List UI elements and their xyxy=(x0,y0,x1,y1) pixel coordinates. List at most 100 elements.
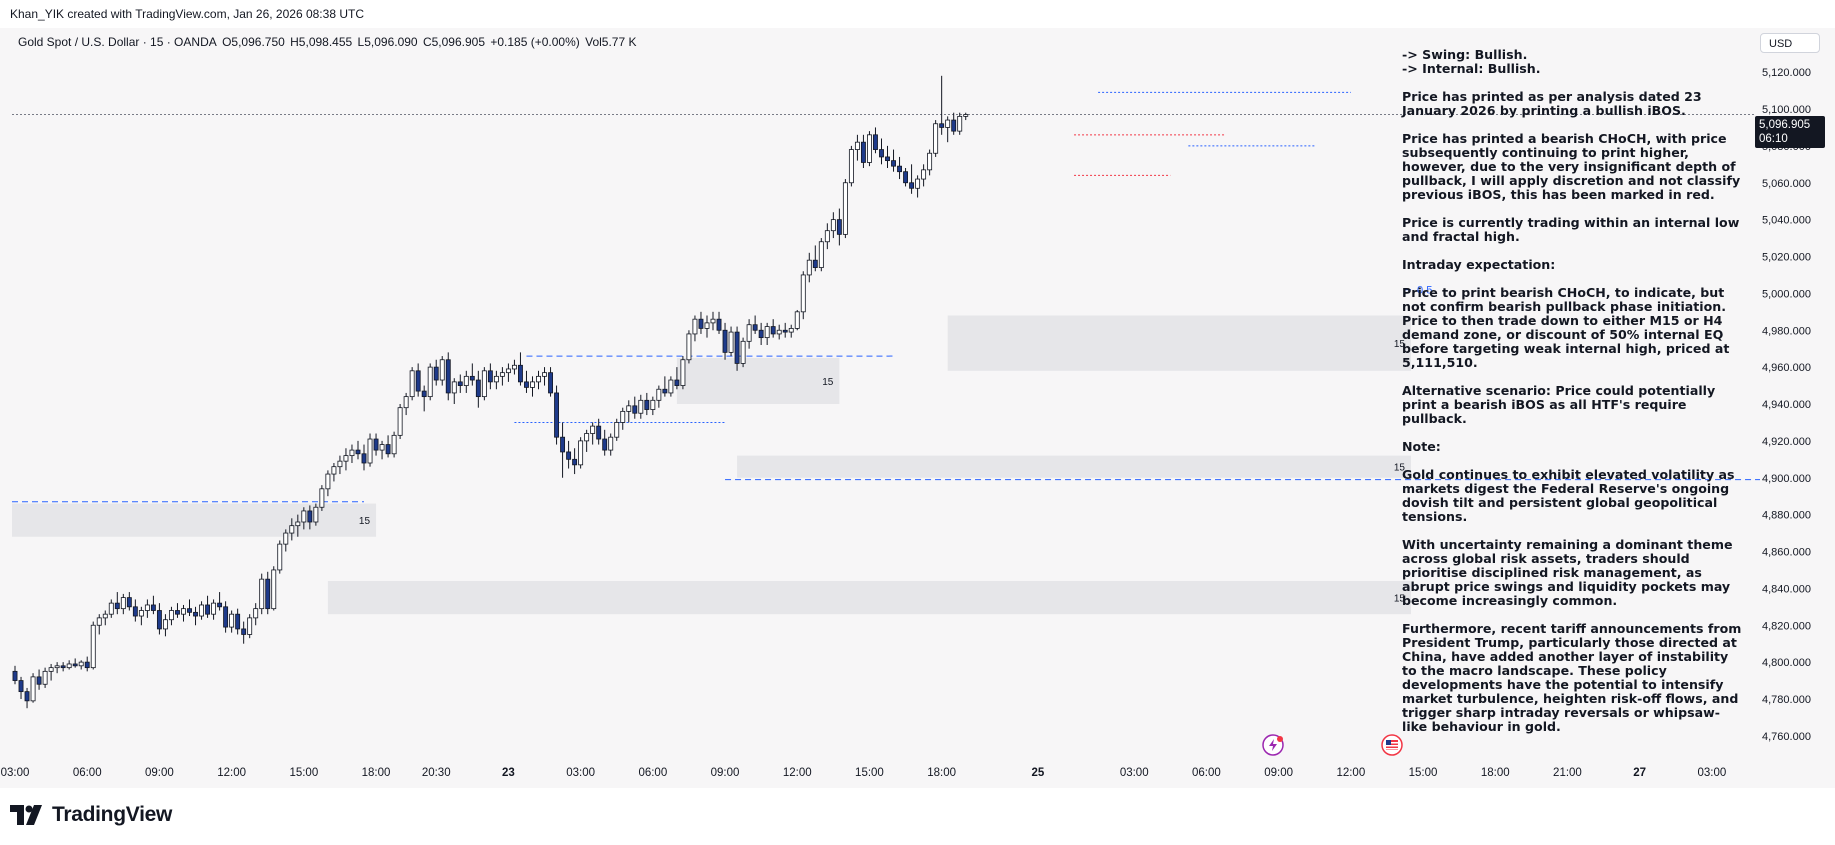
candle[interactable] xyxy=(487,363,493,390)
us-flag-event-icon[interactable] xyxy=(1381,734,1403,756)
candle[interactable] xyxy=(620,407,626,430)
candle[interactable] xyxy=(385,435,391,458)
candle[interactable] xyxy=(740,337,746,368)
candle[interactable] xyxy=(331,463,337,482)
candle[interactable] xyxy=(205,595,211,618)
candle[interactable] xyxy=(150,595,156,615)
candle[interactable] xyxy=(728,326,734,357)
candle[interactable] xyxy=(72,658,78,668)
candle[interactable] xyxy=(885,145,890,168)
candle[interactable] xyxy=(289,518,295,541)
candle[interactable] xyxy=(644,392,650,416)
candle[interactable] xyxy=(927,149,933,176)
candle[interactable] xyxy=(909,164,915,194)
candle[interactable] xyxy=(511,359,517,375)
candle[interactable] xyxy=(54,662,60,674)
candle[interactable] xyxy=(451,378,457,404)
candle[interactable] xyxy=(903,168,909,187)
fib-label[interactable]: 0.5 xyxy=(1417,285,1432,297)
candle[interactable] xyxy=(235,608,241,635)
candle[interactable] xyxy=(144,599,150,618)
candle[interactable] xyxy=(211,599,217,620)
candle[interactable] xyxy=(24,687,30,709)
candle[interactable] xyxy=(806,252,812,283)
demand-zone[interactable] xyxy=(676,357,840,404)
candle[interactable] xyxy=(30,673,36,703)
candle[interactable] xyxy=(764,322,770,345)
candle[interactable] xyxy=(848,145,854,187)
candle[interactable] xyxy=(957,112,963,135)
candle[interactable] xyxy=(397,404,403,440)
candle[interactable] xyxy=(800,271,806,320)
candle[interactable] xyxy=(439,356,445,386)
candle[interactable] xyxy=(867,131,872,167)
candle[interactable] xyxy=(734,326,740,371)
candle[interactable] xyxy=(710,311,716,331)
candle[interactable] xyxy=(343,448,349,471)
candle[interactable] xyxy=(939,75,945,135)
candle[interactable] xyxy=(818,238,824,272)
candle[interactable] xyxy=(524,370,529,393)
candle[interactable] xyxy=(114,592,120,615)
candle[interactable] xyxy=(602,429,608,456)
candle[interactable] xyxy=(12,665,18,685)
candle[interactable] xyxy=(758,322,764,345)
lightning-event-icon[interactable] xyxy=(1262,734,1284,756)
candle[interactable] xyxy=(193,606,198,626)
candle[interactable] xyxy=(361,444,367,471)
candle[interactable] xyxy=(84,656,90,672)
candle[interactable] xyxy=(169,606,174,626)
candle[interactable] xyxy=(722,322,728,360)
candle[interactable] xyxy=(271,566,277,611)
candle[interactable] xyxy=(108,599,114,618)
candle[interactable] xyxy=(590,422,596,445)
candle[interactable] xyxy=(247,614,253,639)
candle[interactable] xyxy=(656,385,662,408)
candle[interactable] xyxy=(680,356,686,390)
candle[interactable] xyxy=(126,592,132,611)
candle[interactable] xyxy=(879,138,884,165)
candle[interactable] xyxy=(963,112,969,121)
candle[interactable] xyxy=(403,392,409,416)
candle[interactable] xyxy=(259,573,265,615)
candle[interactable] xyxy=(355,440,361,460)
candle[interactable] xyxy=(860,134,866,168)
candle[interactable] xyxy=(138,606,144,626)
candle[interactable] xyxy=(187,599,192,617)
candle[interactable] xyxy=(554,385,560,445)
candle[interactable] xyxy=(921,164,927,187)
candle[interactable] xyxy=(662,376,668,397)
candle[interactable] xyxy=(812,245,818,272)
candle[interactable] xyxy=(686,330,692,364)
candle[interactable] xyxy=(596,418,602,445)
candle[interactable] xyxy=(842,179,848,239)
candle[interactable] xyxy=(752,315,758,334)
candle[interactable] xyxy=(427,363,433,401)
candle[interactable] xyxy=(518,352,523,386)
candle[interactable] xyxy=(770,319,776,338)
candle[interactable] xyxy=(313,503,319,526)
candle[interactable] xyxy=(319,485,325,511)
candle[interactable] xyxy=(457,374,463,393)
candle[interactable] xyxy=(42,667,48,688)
candle[interactable] xyxy=(175,603,180,618)
currency-selector[interactable]: USD xyxy=(1760,33,1820,53)
candle[interactable] xyxy=(915,175,921,198)
candle[interactable] xyxy=(668,376,674,397)
candle[interactable] xyxy=(229,610,235,633)
candle[interactable] xyxy=(325,470,331,497)
candle[interactable] xyxy=(933,120,939,157)
candle[interactable] xyxy=(542,367,547,386)
candle[interactable] xyxy=(469,363,475,386)
candle[interactable] xyxy=(265,571,271,615)
candle[interactable] xyxy=(349,444,355,463)
candle[interactable] xyxy=(307,505,313,530)
candle[interactable] xyxy=(608,433,614,456)
candle[interactable] xyxy=(373,433,379,456)
candle[interactable] xyxy=(674,367,680,390)
candle[interactable] xyxy=(560,422,566,478)
tradingview-logo[interactable]: TradingView xyxy=(10,803,172,827)
candle[interactable] xyxy=(90,621,96,670)
candle[interactable] xyxy=(421,385,427,412)
candle[interactable] xyxy=(638,394,644,419)
